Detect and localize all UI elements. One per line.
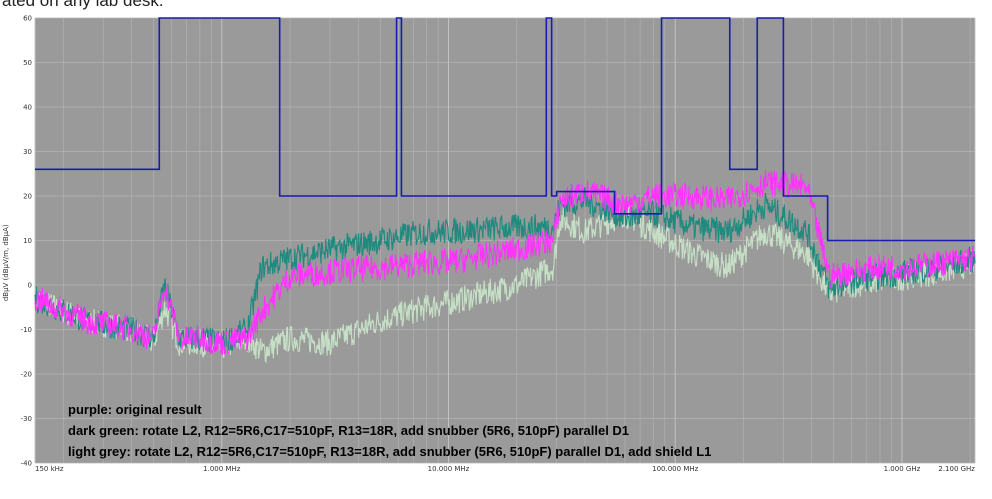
y-tick-label: -10 <box>21 326 32 334</box>
x-tick-label: 2.100 GHz <box>938 465 975 473</box>
x-tick-label: 100.000 MHz <box>652 465 698 473</box>
emi-chart: -40 -30 -20 -10 0 10 20 30 40 50 60 150 kHz 1.000 M… <box>0 10 980 499</box>
y-tick-label: -20 <box>21 371 32 379</box>
y-tick-label: 10 <box>23 237 32 245</box>
y-tick-label: 60 <box>23 15 32 23</box>
x-tick-label: 1.000 GHz <box>884 465 921 473</box>
series-purple <box>34 170 976 355</box>
y-tick-label: 50 <box>23 59 32 67</box>
y-tick-label: -30 <box>21 415 32 423</box>
top-caption: ated on any lab desk. <box>2 0 164 10</box>
x-tick-label: 150 kHz <box>35 465 64 473</box>
y-tick-label: 30 <box>23 148 32 156</box>
annotation-purple: purple: original result <box>68 402 202 417</box>
x-tick-labels: 150 kHz 1.000 MHz 10.000 MHz 100.000 MHz 1.0… <box>35 465 975 473</box>
series-limit <box>35 17 975 242</box>
y-axis-label: dBµV (dBµV/m, dBµA) <box>2 224 10 301</box>
y-tick-label: 20 <box>23 193 32 201</box>
x-tick-label: 10.000 MHz <box>428 465 470 473</box>
emi-chart-svg: -40 -30 -20 -10 0 10 20 30 40 50 60 150 kHz 1.000 M… <box>2 15 976 473</box>
annotation-dark-green: dark green: rotate L2, R12=5R6,C17=510pF… <box>68 423 629 438</box>
series-layer <box>34 17 976 364</box>
series-dark-green <box>34 186 976 353</box>
y-tick-labels: -40 -30 -20 -10 0 10 20 30 40 50 60 <box>21 15 32 468</box>
y-tick-label: -40 <box>21 460 32 468</box>
y-tick-label: 40 <box>23 104 32 112</box>
y-tick-label: 0 <box>28 282 32 290</box>
x-tick-label: 1.000 MHz <box>203 465 241 473</box>
annotation-light-grey: light grey: rotate L2, R12=5R6,C17=510pF… <box>68 444 711 459</box>
